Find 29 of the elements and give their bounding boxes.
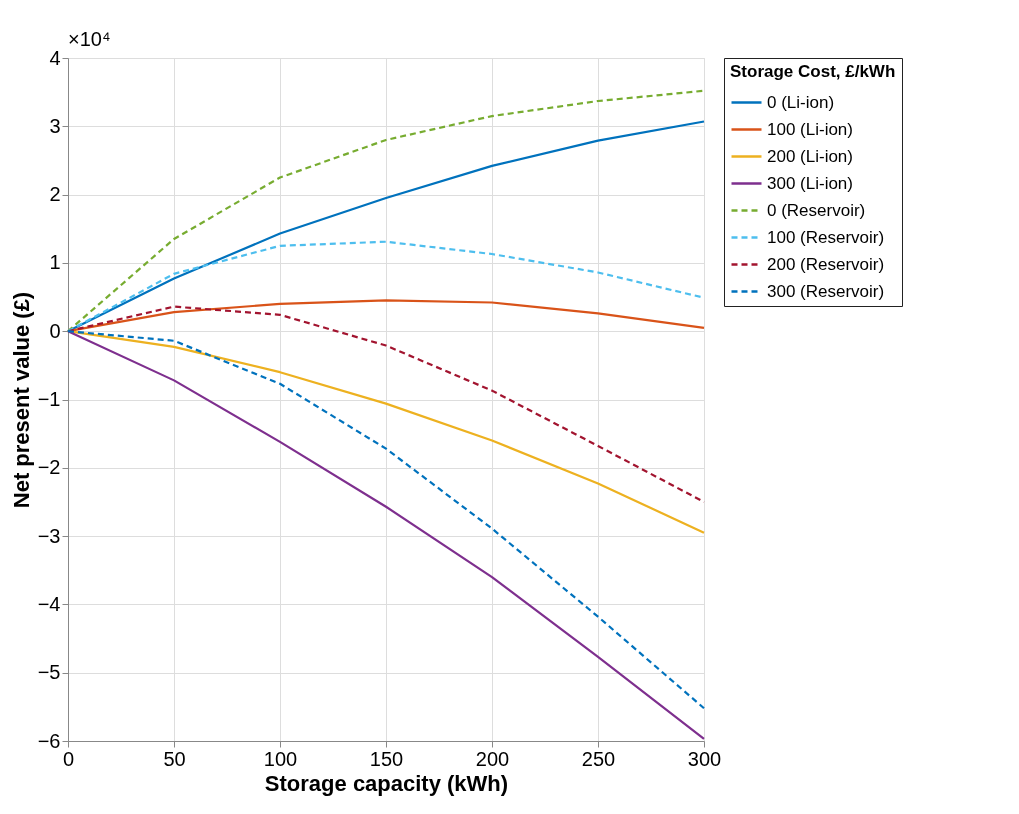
y-tick-label: 2: [49, 183, 61, 206]
legend-title: Storage Cost, £/kWh: [730, 62, 896, 81]
x-tick-label: 100: [263, 747, 298, 770]
y-tick-label: 3: [49, 114, 61, 137]
legend-label: 100 (Li-ion): [767, 119, 853, 139]
y-tick-label: −4: [37, 592, 61, 615]
x-tick-label: 150: [369, 747, 404, 770]
x-tick-label: 250: [581, 747, 616, 770]
y-tick-label: 0: [49, 319, 61, 342]
y-tick-label: −5: [37, 661, 61, 684]
y-tick-label: −2: [37, 456, 61, 479]
y-axis-title: Net present value (£): [8, 291, 34, 509]
text: ×10⁴: [68, 28, 111, 50]
x-tick-label: 300: [687, 747, 722, 770]
legend-label: 300 (Li-ion): [767, 173, 853, 193]
x-tick-label: 50: [163, 747, 186, 770]
legend-label: 100 (Reservoir): [767, 227, 885, 247]
x-tick-label: 200: [475, 747, 510, 770]
y-tick-label: −3: [37, 524, 61, 547]
y-tick-label: 4: [49, 46, 61, 69]
legend-label: 0 (Reservoir): [767, 200, 866, 220]
legend-label: 200 (Li-ion): [767, 146, 853, 166]
legend-label: 300 (Reservoir): [767, 281, 885, 301]
y-tick-label: −6: [37, 729, 61, 752]
legend-label: 200 (Reservoir): [767, 254, 885, 274]
x-axis-title: Storage capacity (kWh): [264, 770, 509, 796]
y-tick-label: −1: [37, 388, 61, 410]
legend-label: 0 (Li-ion): [767, 92, 835, 112]
y-tick-label: 1: [49, 251, 61, 274]
